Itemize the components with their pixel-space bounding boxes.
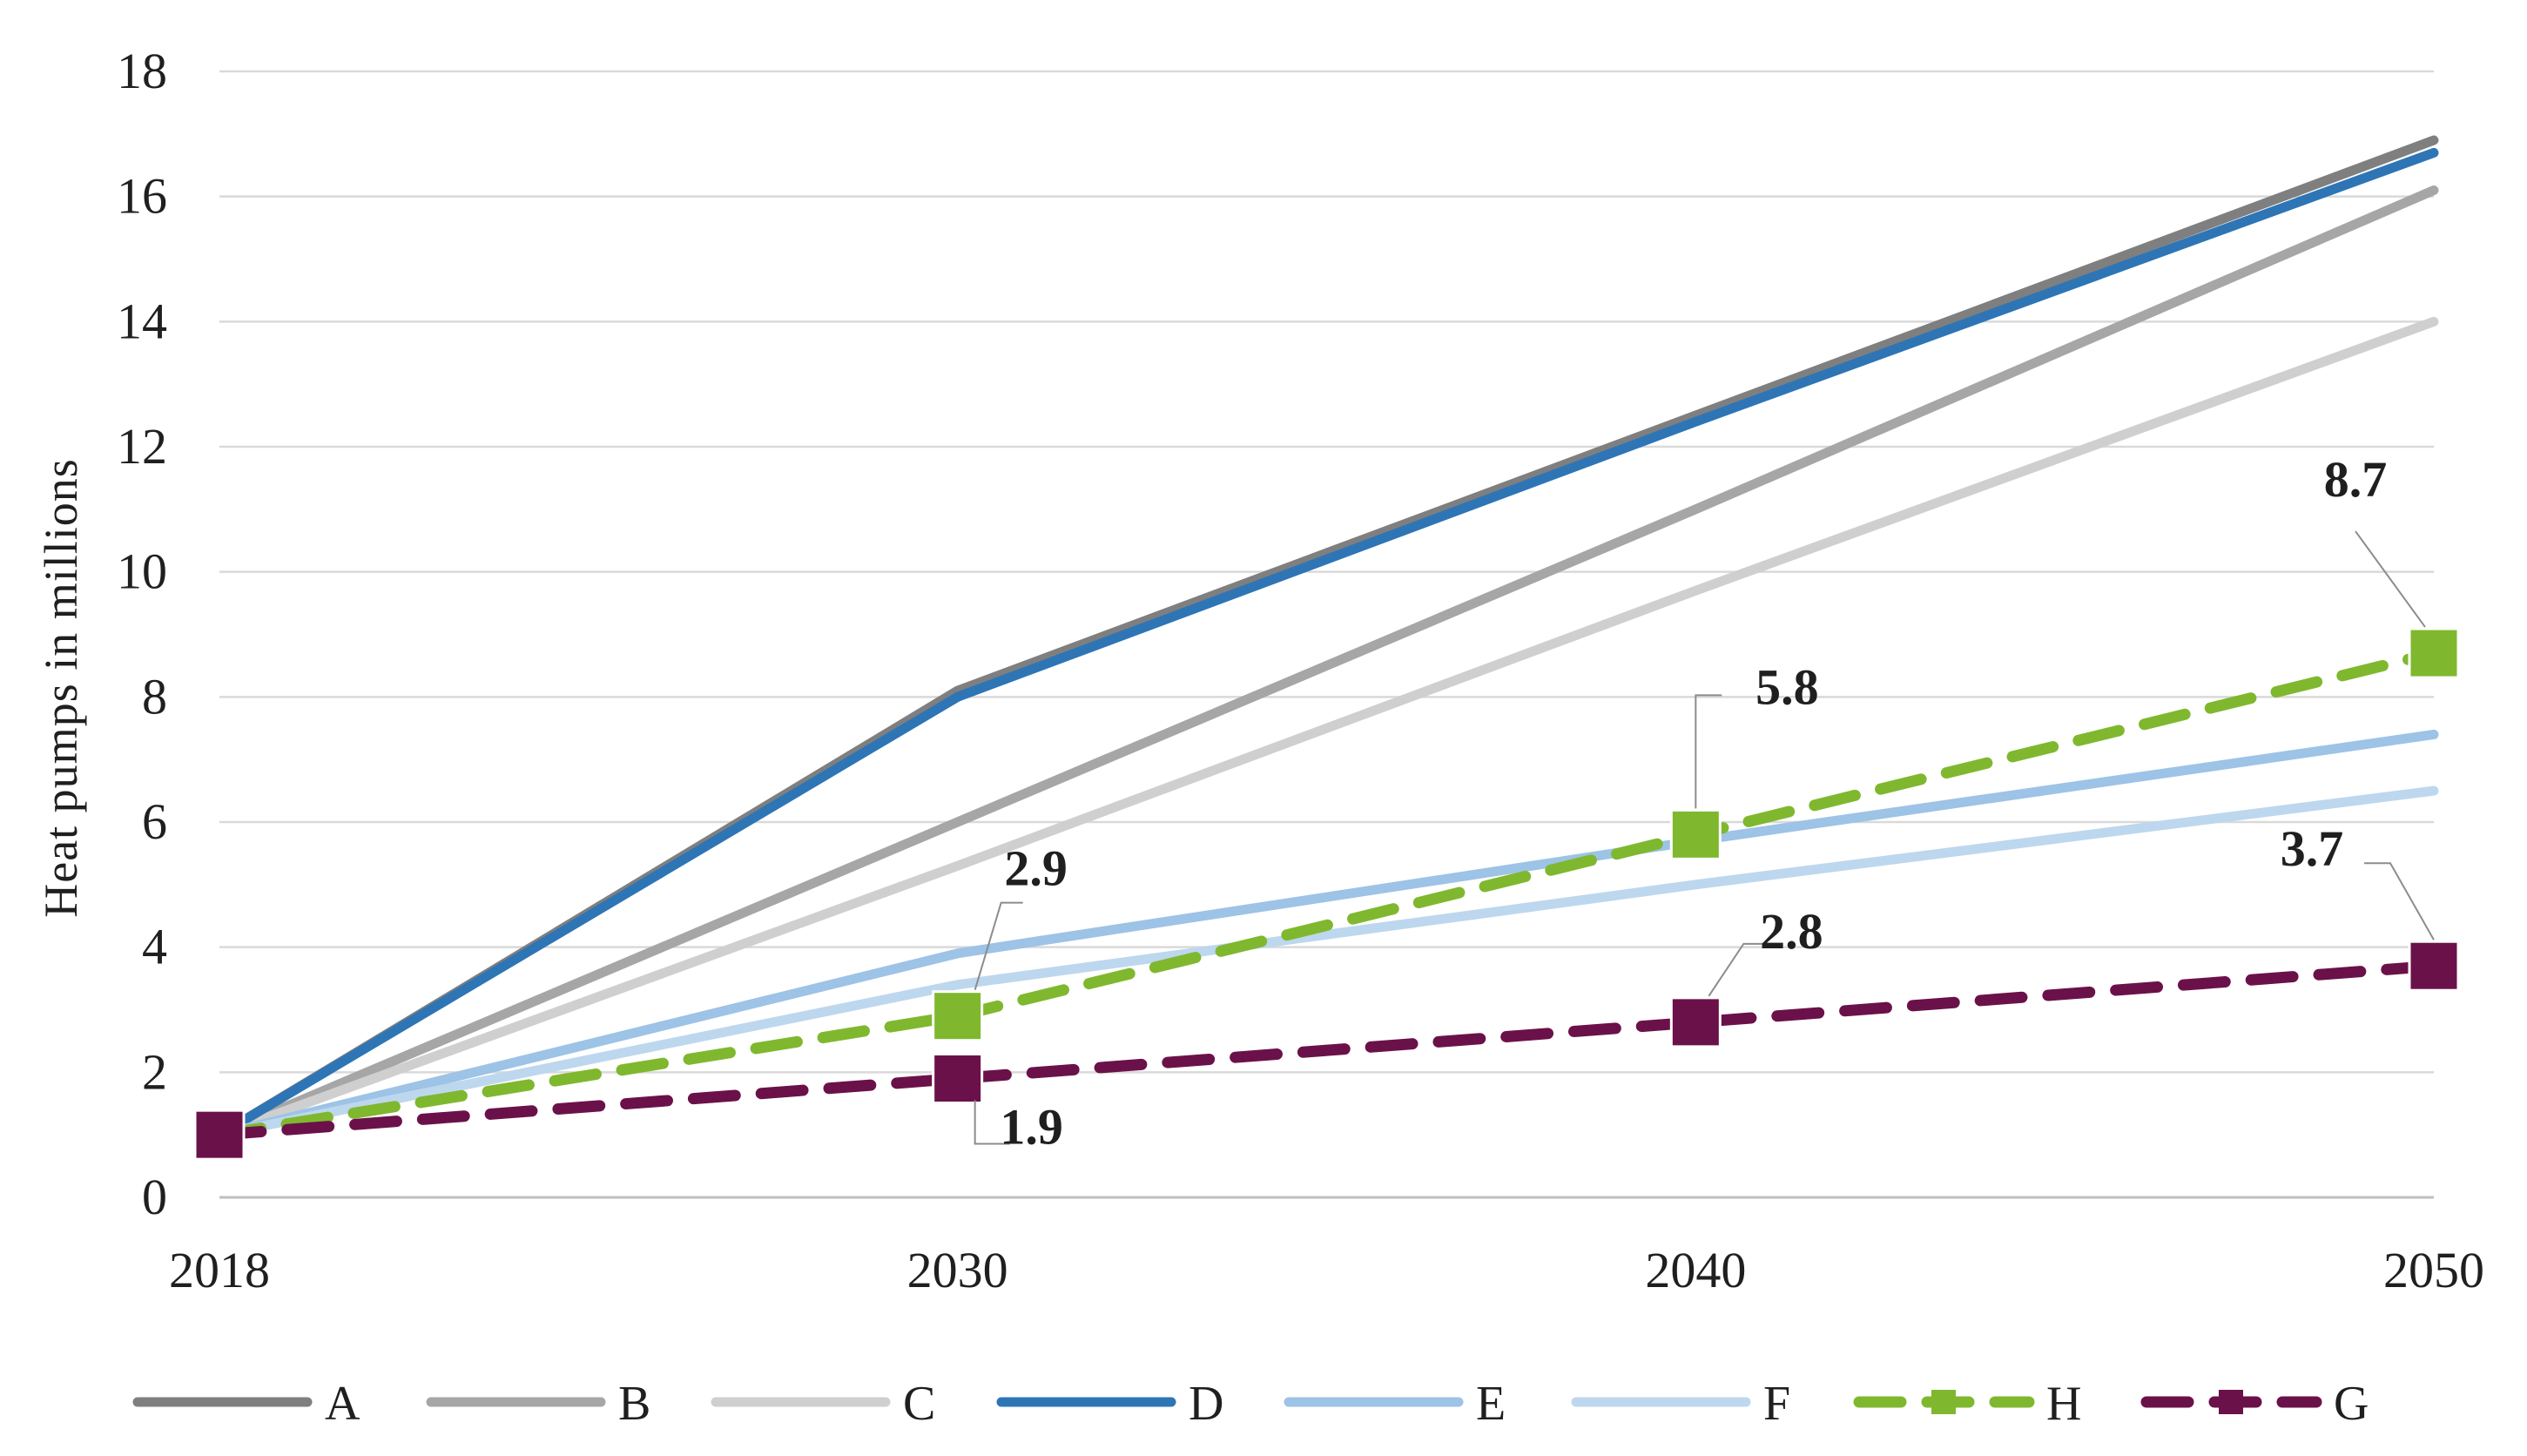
series-line-c — [214, 316, 2439, 1140]
point-marker-h — [932, 990, 984, 1042]
y-tick-label: 6 — [142, 793, 167, 850]
leader-line — [974, 1100, 1010, 1145]
legend-marker-g — [2219, 1390, 2243, 1414]
x-tick-label: 2050 — [2383, 1242, 2484, 1298]
legend-label-h: H — [2046, 1377, 2081, 1431]
data-labels: 2.9 5.8 8.7 1.9 2.8 3.7 — [974, 451, 2435, 1156]
legend-label-c: C — [903, 1377, 935, 1431]
series-line-f — [214, 785, 2439, 1140]
legend-label-a: A — [325, 1377, 361, 1431]
x-tick-label: 2030 — [907, 1242, 1008, 1298]
y-tick-label: 16 — [117, 168, 167, 225]
y-tick-label: 10 — [117, 543, 167, 600]
grid-lines — [219, 70, 2434, 1199]
x-tick-label: 2040 — [1645, 1242, 1746, 1298]
point-marker-h — [2408, 627, 2460, 679]
data-label: 8.7 — [2324, 451, 2388, 508]
y-tick-label: 12 — [117, 418, 167, 475]
series-line-h — [213, 647, 2440, 1141]
y-axis-label: Heat pumps in millions — [35, 458, 87, 918]
series-line-g — [213, 960, 2440, 1141]
y-tick-label: 18 — [117, 43, 167, 99]
y-tick-label: 4 — [142, 919, 167, 975]
legend-label-f: F — [1763, 1377, 1790, 1431]
legend-label-b: B — [618, 1377, 650, 1431]
data-label: 3.7 — [2281, 820, 2344, 877]
point-marker-g — [193, 1109, 246, 1161]
legend-marker-h — [1931, 1390, 1956, 1414]
data-label: 2.9 — [1004, 840, 1068, 897]
leader-line — [2364, 862, 2435, 940]
leader-line — [1695, 694, 1722, 809]
data-label: 2.8 — [1760, 903, 1823, 960]
point-marker-g — [2408, 940, 2460, 992]
y-tick-label: 2 — [142, 1043, 167, 1100]
point-marker-g — [1669, 996, 1722, 1048]
y-tick-label: 8 — [142, 668, 167, 725]
legend-label-g: G — [2334, 1377, 2369, 1431]
y-tick-label: 14 — [117, 293, 167, 349]
y-tick-label: 0 — [142, 1169, 167, 1225]
series-lines — [193, 135, 2460, 1161]
leader-line — [1708, 942, 1779, 997]
data-label: 1.9 — [1000, 1099, 1063, 1156]
x-axis-ticks: 2018 2030 2040 2050 — [169, 1242, 2484, 1298]
x-tick-label: 2018 — [169, 1242, 270, 1298]
leader-line — [2355, 530, 2426, 628]
leader-line — [974, 901, 1023, 990]
data-label: 5.8 — [1755, 658, 1819, 715]
point-marker-h — [1669, 808, 1722, 860]
y-axis-ticks: 0 2 4 6 8 10 12 14 16 18 — [117, 43, 167, 1225]
series-line-d — [214, 147, 2439, 1140]
legend-label-d: D — [1189, 1377, 1223, 1431]
legend-label-e: E — [1476, 1377, 1506, 1431]
point-marker-g — [932, 1053, 984, 1105]
series-line-a — [214, 135, 2439, 1140]
series-line-b — [214, 185, 2439, 1140]
series-line-e — [214, 729, 2439, 1140]
